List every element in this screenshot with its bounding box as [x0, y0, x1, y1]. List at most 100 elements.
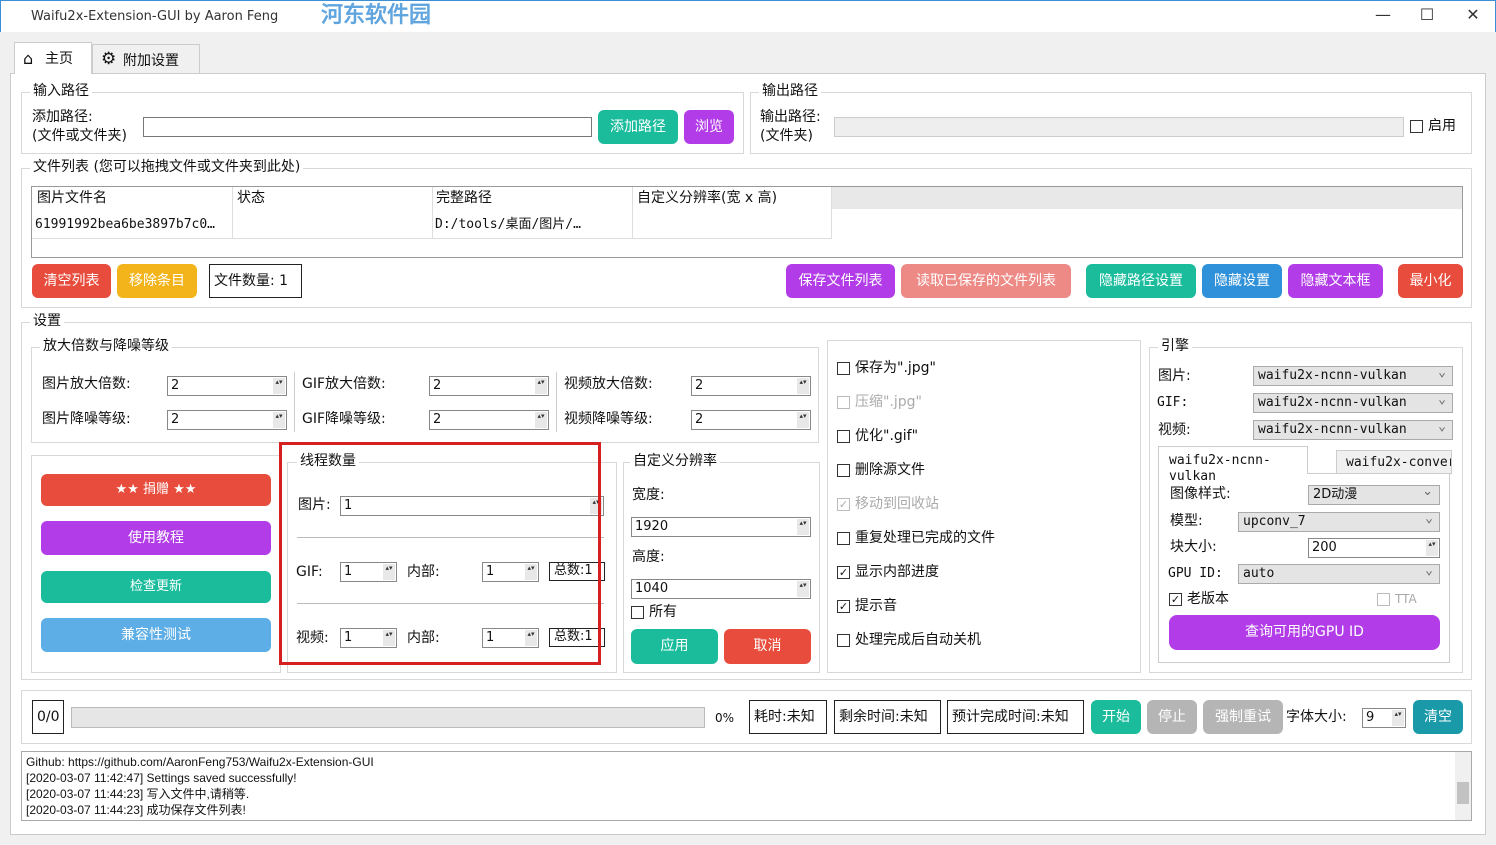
option-label: 提示音	[855, 598, 897, 614]
vid-inner-spinbox[interactable]: 1	[482, 628, 539, 648]
check-update-button[interactable]: 检查更新	[41, 571, 271, 603]
stop-button[interactable]: 停止	[1147, 700, 1197, 734]
minimize-app-button[interactable]: 最小化	[1398, 264, 1463, 298]
style-select[interactable]: 2D动漫	[1308, 484, 1440, 505]
input-path-field[interactable]	[143, 117, 592, 137]
vid-noise-spinbox[interactable]: 2	[691, 410, 811, 430]
gif-scale-spinbox[interactable]: 2	[429, 376, 549, 396]
model-select[interactable]: upconv_7	[1238, 511, 1440, 532]
file-list-legend: 文件列表 (您可以拖拽文件或文件夹到此处)	[30, 159, 304, 176]
hide-settings-button[interactable]: 隐藏设置	[1202, 264, 1282, 298]
option-checkbox[interactable]: 删除源文件	[837, 462, 925, 479]
home-icon: ⌂	[23, 49, 34, 68]
tab-extra-settings[interactable]: ⚙ 附加设置	[92, 44, 200, 74]
option-checkbox[interactable]: 重复处理已完成的文件	[837, 530, 995, 547]
cell-filename: 61991992bea6be3897b7c0…	[35, 217, 216, 232]
height-label: 高度:	[632, 549, 665, 565]
option-label: 删除源文件	[855, 462, 925, 478]
engine-tab-converter[interactable]: waifu2x-conver	[1336, 450, 1452, 474]
tab-label: 主页	[45, 51, 73, 67]
tab-label: 附加设置	[123, 53, 179, 69]
old-version-checkbox[interactable]: ✓ 老版本	[1169, 591, 1229, 608]
progress-group	[21, 690, 1472, 744]
add-path-button[interactable]: 添加路径	[598, 110, 678, 144]
hide-path-settings-button[interactable]: 隐藏路径设置	[1086, 264, 1196, 298]
all-checkbox[interactable]: 所有	[631, 604, 677, 621]
force-retry-button[interactable]: 强制重试	[1203, 700, 1283, 734]
threads-legend: 线程数量	[297, 453, 359, 470]
minimize-button[interactable]: —	[1375, 5, 1391, 24]
thread-vid-spinbox[interactable]: 1	[340, 628, 397, 648]
checkbox-box	[837, 633, 850, 647]
output-path-sublabel: (文件夹)	[760, 128, 813, 144]
thread-gif-spinbox[interactable]: 1	[340, 562, 397, 582]
save-file-list-button[interactable]: 保存文件列表	[786, 264, 895, 298]
output-path-field[interactable]	[834, 117, 1404, 137]
column-header-fullpath[interactable]: 完整路径	[436, 190, 492, 206]
column-header-status[interactable]: 状态	[237, 190, 265, 206]
browse-button[interactable]: 浏览	[684, 110, 734, 144]
img-scale-spinbox[interactable]: 2	[167, 376, 287, 396]
clear-list-button[interactable]: 清空列表	[32, 264, 111, 298]
vid-scale-spinbox[interactable]: 2	[691, 376, 811, 396]
clear-log-button[interactable]: 清空	[1413, 700, 1463, 734]
output-path-group	[750, 92, 1472, 154]
elapsed-time: 耗时:未知	[749, 700, 827, 734]
apply-button[interactable]: 应用	[631, 629, 718, 664]
engine-gif-select[interactable]: waifu2x-ncnn-vulkan	[1253, 392, 1453, 413]
load-file-list-button[interactable]: 读取已保存的文件列表	[901, 264, 1071, 298]
remove-item-button[interactable]: 移除条目	[117, 264, 197, 298]
option-checkbox[interactable]: 压缩".jpg"	[837, 394, 922, 411]
option-checkbox[interactable]: 处理完成后自动关机	[837, 632, 981, 649]
tab-home[interactable]: ⌂ 主页	[14, 42, 92, 74]
width-label: 宽度:	[632, 487, 665, 503]
tta-checkbox[interactable]: TTA	[1377, 592, 1417, 606]
width-spinbox[interactable]: 1920	[631, 517, 811, 537]
query-gpu-button[interactable]: 查询可用的GPU ID	[1169, 615, 1440, 650]
log-scrollbar[interactable]	[1455, 752, 1471, 820]
enable-output-checkbox[interactable]: 启用	[1410, 118, 1456, 135]
log-textbox[interactable]: Github: https://github.com/AaronFeng753/…	[21, 751, 1472, 821]
img-scale-label: 图片放大倍数:	[42, 376, 131, 392]
img-noise-label: 图片降噪等级:	[42, 411, 131, 427]
option-checkbox[interactable]: ✓ 移动到回收站	[837, 496, 939, 513]
log-line: [2020-03-07 11:42:47] Settings saved suc…	[26, 771, 297, 785]
maximize-button[interactable]: ☐	[1419, 5, 1435, 24]
file-table[interactable]: 图片文件名 状态 完整路径 自定义分辨率(宽 x 高) 61991992bea6…	[31, 186, 1463, 258]
vid-total-label: 总数:1	[549, 628, 605, 647]
option-checkbox[interactable]: ✓ 提示音	[837, 598, 897, 615]
log-line: [2020-03-07 11:44:23] 写入文件中,请稍等.	[26, 787, 250, 801]
start-button[interactable]: 开始	[1091, 700, 1141, 734]
img-noise-spinbox[interactable]: 2	[167, 410, 287, 430]
font-size-spinbox[interactable]: 9	[1362, 708, 1406, 728]
gpu-id-select[interactable]: auto	[1238, 563, 1440, 584]
height-spinbox[interactable]: 1040	[631, 579, 811, 599]
all-label: 所有	[649, 604, 677, 620]
tutorial-button[interactable]: 使用教程	[41, 521, 271, 555]
close-button[interactable]: ✕	[1466, 5, 1480, 24]
progress-count: 0/0	[32, 700, 64, 734]
column-header-filename[interactable]: 图片文件名	[37, 190, 107, 206]
engine-tab-ncnn-vulkan[interactable]: waifu2x-ncnn-vulkan	[1158, 446, 1308, 484]
gif-noise-label: GIF降噪等级:	[302, 411, 386, 427]
gif-inner-label: 内部:	[407, 564, 440, 580]
option-label: 移动到回收站	[855, 496, 939, 512]
donate-button[interactable]: ★★ 捐赠 ★★	[41, 474, 271, 506]
gif-scale-label: GIF放大倍数:	[302, 376, 386, 392]
gif-inner-spinbox[interactable]: 1	[482, 562, 539, 582]
option-checkbox[interactable]: 优化".gif"	[837, 428, 918, 445]
threads-group	[287, 462, 617, 673]
thread-img-spinbox[interactable]: 1	[340, 496, 604, 516]
option-checkbox[interactable]: 保存为".jpg"	[837, 360, 936, 377]
gif-noise-spinbox[interactable]: 2	[429, 410, 549, 430]
column-header-resolution[interactable]: 自定义分辨率(宽 x 高)	[637, 190, 778, 206]
engine-vid-select[interactable]: waifu2x-ncnn-vulkan	[1253, 419, 1453, 440]
hide-textbox-button[interactable]: 隐藏文本框	[1288, 264, 1383, 298]
tile-size-spinbox[interactable]: 200	[1308, 538, 1440, 558]
scale-legend: 放大倍数与降噪等级	[40, 338, 172, 355]
cancel-button[interactable]: 取消	[724, 629, 811, 664]
eta-time: 预计完成时间:未知	[947, 700, 1084, 734]
option-checkbox[interactable]: ✓ 显示内部进度	[837, 564, 939, 581]
compatibility-test-button[interactable]: 兼容性测试	[41, 618, 271, 652]
engine-img-select[interactable]: waifu2x-ncnn-vulkan	[1253, 365, 1453, 386]
